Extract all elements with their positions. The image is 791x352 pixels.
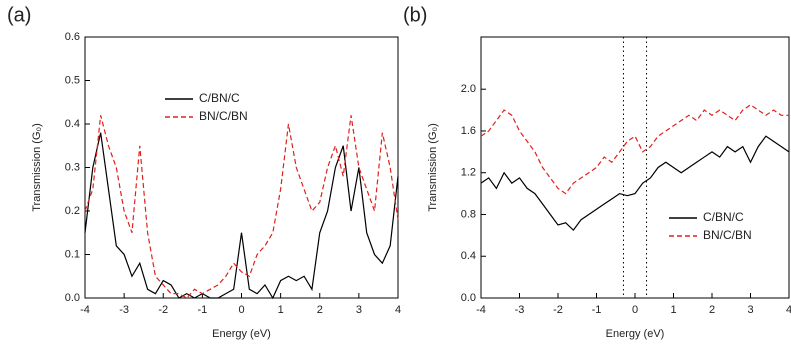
y-tick-label: 0.0: [461, 292, 476, 304]
y-tick-label: 0.4: [65, 118, 80, 130]
y-axis-label: Transmission (G₀): [31, 123, 43, 212]
x-tick-label: 2: [709, 304, 715, 316]
x-tick-label: 0: [238, 304, 244, 316]
y-tick-label: 0.5: [65, 74, 80, 86]
x-tick-label: -1: [592, 304, 602, 316]
panel-label: (b): [403, 4, 427, 26]
x-tick-label: -3: [515, 304, 525, 316]
plot-frame: [480, 36, 790, 299]
x-tick-label: 3: [356, 304, 362, 316]
series-line: [84, 132, 399, 300]
x-tick-label: 4: [395, 304, 401, 316]
y-tick-label: 1.2: [461, 167, 476, 179]
x-tick-label: 1: [278, 304, 284, 316]
y-tick-label: 2.0: [461, 83, 476, 95]
x-tick-label: -1: [197, 304, 207, 316]
series-line: [84, 115, 399, 299]
x-tick-label: -2: [158, 304, 168, 316]
x-tick-label: 2: [317, 304, 323, 316]
series-line: [480, 104, 789, 195]
y-tick-label: 0.0: [65, 292, 80, 304]
x-axis-label: Energy (eV): [212, 328, 271, 340]
legend-label: C/BN/C: [703, 210, 744, 224]
plot-frame: [84, 36, 399, 299]
y-axis-label: Transmission (G₀): [427, 123, 439, 212]
y-tick-label: 0.3: [65, 161, 80, 173]
x-tick-label: 3: [747, 304, 753, 316]
x-tick-label: 1: [670, 304, 676, 316]
x-tick-label: -4: [476, 304, 486, 316]
y-tick-label: 0.6: [65, 31, 80, 43]
y-tick-label: 0.2: [65, 205, 80, 217]
x-axis-label: Energy (eV): [606, 328, 665, 340]
x-tick-label: -4: [80, 304, 90, 316]
x-tick-label: -3: [119, 304, 129, 316]
x-tick-label: 0: [632, 304, 638, 316]
y-tick-label: 0.8: [461, 208, 476, 220]
y-tick-label: 0.1: [65, 248, 80, 260]
y-tick-label: 0.4: [461, 250, 476, 262]
legend-label: BN/C/BN: [199, 109, 248, 123]
y-tick-label: 1.6: [461, 125, 476, 137]
series-line: [480, 135, 790, 232]
legend-label: BN/C/BN: [703, 228, 752, 242]
x-tick-label: 4: [786, 304, 791, 316]
x-tick-label: -2: [553, 304, 563, 316]
legend-label: C/BN/C: [199, 91, 240, 105]
panel-label: (a): [7, 4, 31, 26]
